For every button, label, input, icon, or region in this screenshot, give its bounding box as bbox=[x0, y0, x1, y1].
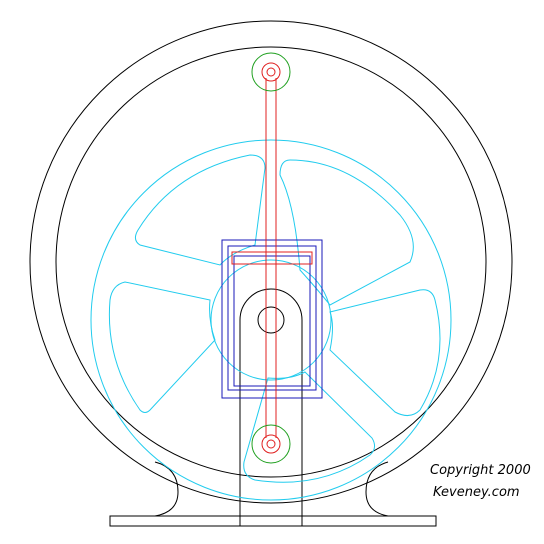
flywheel-window-bottom bbox=[243, 371, 376, 483]
flywheel-window-top bbox=[279, 159, 414, 306]
website-line: Keveney.com bbox=[433, 485, 520, 500]
flywheel-window-upper-left bbox=[134, 154, 266, 266]
yoke-inner bbox=[233, 255, 311, 387]
right-foot bbox=[365, 461, 436, 517]
engine-frame bbox=[29, 20, 513, 527]
flywheel bbox=[90, 139, 452, 501]
pin-housings bbox=[251, 52, 291, 464]
top-pin-inner bbox=[266, 67, 276, 77]
frame-outer-ring bbox=[29, 20, 513, 504]
yoke-middle bbox=[227, 245, 317, 391]
main-bearing bbox=[257, 306, 285, 334]
pedestal bbox=[239, 288, 303, 526]
copyright-line: Copyright 2000 bbox=[430, 463, 531, 478]
flywheel-hub bbox=[210, 259, 332, 381]
frame-inner-ring bbox=[55, 46, 487, 478]
base-plate bbox=[109, 515, 437, 527]
slider-yoke bbox=[221, 239, 323, 399]
yoke-outer bbox=[221, 239, 323, 399]
flywheel-window-right bbox=[329, 289, 441, 416]
bottom-pin-inner bbox=[266, 439, 276, 449]
flywheel-outer-rim bbox=[90, 139, 452, 501]
crosshead bbox=[231, 251, 313, 265]
top-pin-outer bbox=[261, 62, 281, 82]
top-pin-housing bbox=[251, 52, 291, 92]
left-foot bbox=[110, 461, 179, 517]
connecting-rod bbox=[231, 62, 313, 454]
flywheel-window-left bbox=[108, 281, 216, 413]
bottom-pin-outer bbox=[261, 434, 281, 454]
bottom-pin-housing bbox=[251, 424, 291, 464]
